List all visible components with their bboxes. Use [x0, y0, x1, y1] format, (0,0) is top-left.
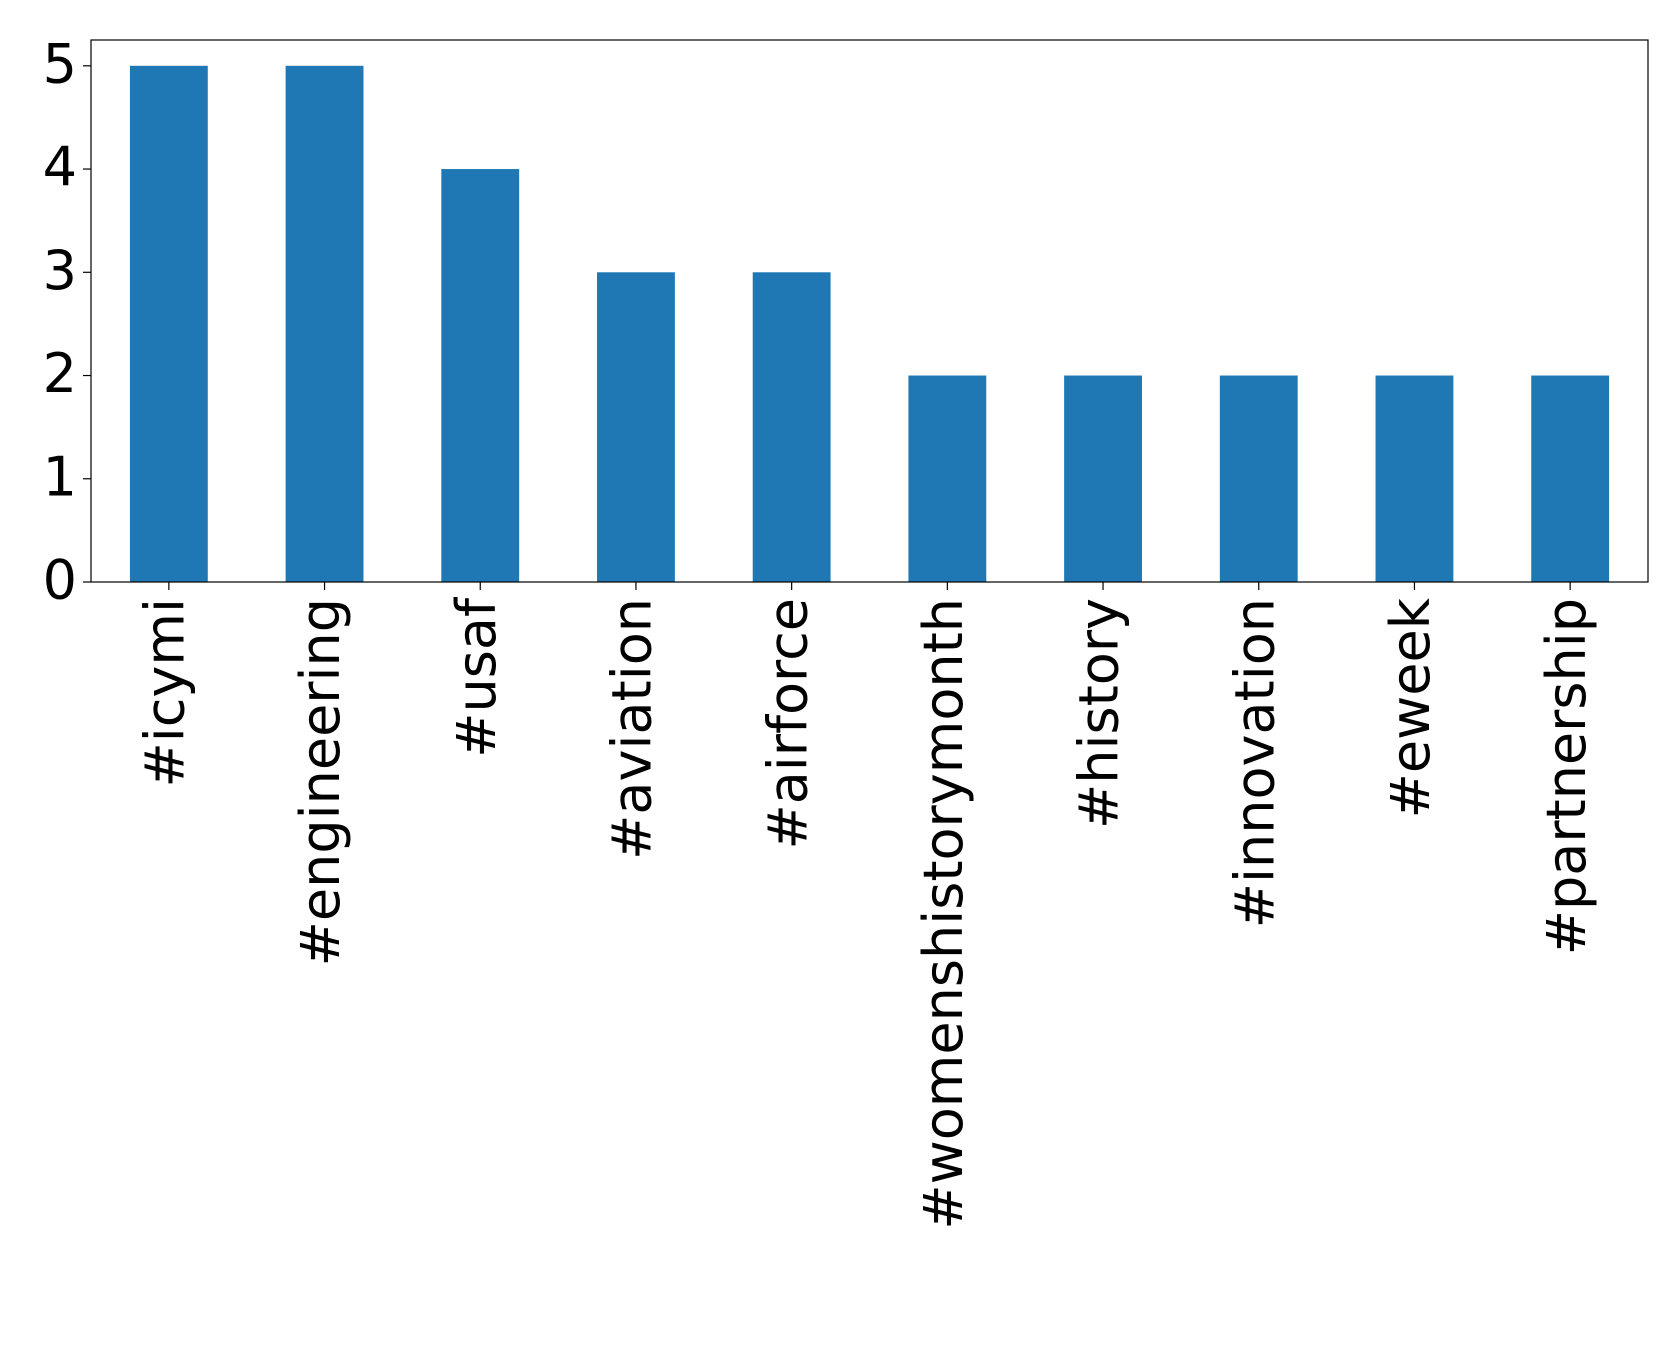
y-tick-label: 2: [43, 342, 77, 405]
x-tick-label: #aviation: [601, 598, 664, 860]
bar: [908, 375, 987, 582]
y-tick-label: 0: [43, 549, 77, 612]
y-tick-label: 5: [43, 32, 77, 95]
x-tick-label: #innovation: [1223, 598, 1286, 928]
bar: [1064, 375, 1142, 582]
y-tick-label: 3: [43, 239, 77, 302]
x-tick-label: #eweek: [1379, 597, 1442, 818]
plot-frame: [90, 39, 1649, 583]
bar: [1219, 375, 1298, 582]
y-tick-label: 4: [43, 136, 77, 199]
bar: [285, 65, 364, 583]
x-tick-label: #usaf: [445, 596, 508, 758]
bar: [752, 272, 831, 582]
x-tick-label: #airforce: [756, 598, 819, 850]
x-tick-label: #engineering: [289, 598, 352, 966]
y-tick-label: 1: [43, 445, 77, 508]
x-tick-label: #history: [1068, 598, 1131, 829]
bar: [1375, 375, 1454, 582]
x-tick-label: #womenshistorymonth: [912, 598, 975, 1230]
bar: [441, 169, 520, 583]
bar: [1531, 375, 1610, 582]
bar: [129, 65, 208, 583]
bar: [597, 272, 675, 582]
x-tick-label: #icymi: [133, 598, 196, 788]
x-tick-label: #partnership: [1535, 598, 1598, 955]
